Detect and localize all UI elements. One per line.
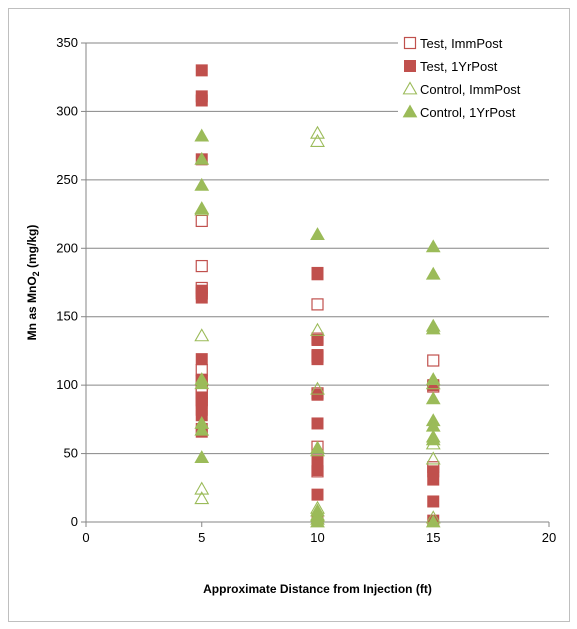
legend-marker xyxy=(404,60,416,72)
data-point xyxy=(195,353,208,366)
legend-item: Control, ImmPost xyxy=(402,81,521,97)
data-point xyxy=(194,128,210,142)
y-tick-label: 150 xyxy=(56,309,78,324)
y-tick-label: 50 xyxy=(64,446,78,461)
legend-label: Control, 1YrPost xyxy=(420,105,516,120)
y-tick-label: 0 xyxy=(71,514,78,529)
data-point xyxy=(195,64,208,77)
data-point xyxy=(194,177,210,191)
data-point xyxy=(425,514,441,528)
legend-label: Test, ImmPost xyxy=(420,36,503,51)
data-point xyxy=(425,372,441,386)
legend-marker xyxy=(402,104,418,118)
legend-label: Test, 1YrPost xyxy=(420,59,498,74)
series-3 xyxy=(194,128,441,528)
data-point xyxy=(194,201,210,214)
data-point xyxy=(427,495,440,508)
y-tick-label: 200 xyxy=(56,240,78,255)
gridlines xyxy=(86,42,549,455)
y-axis-title: Mn as MnO2 (mg/kg) xyxy=(25,225,41,341)
data-point xyxy=(310,514,325,528)
y-axis-title-subscript: 2 xyxy=(31,271,41,276)
data-point xyxy=(194,450,210,464)
x-tick-labels: 0 5 10 15 20 xyxy=(82,530,556,545)
data-point xyxy=(425,321,441,335)
data-points xyxy=(194,64,441,528)
y-axis-title-tail: (mg/kg) xyxy=(25,225,39,272)
data-point xyxy=(425,266,441,280)
data-point xyxy=(195,291,208,304)
data-point xyxy=(195,259,208,273)
data-point xyxy=(194,481,210,495)
legend-background xyxy=(398,31,549,127)
data-point xyxy=(425,451,441,465)
data-point xyxy=(194,491,210,505)
data-point xyxy=(195,94,208,107)
data-point xyxy=(310,381,325,395)
legend-label: Control, ImmPost xyxy=(420,82,521,97)
data-point xyxy=(311,268,324,281)
legend-item: Test, ImmPost xyxy=(403,36,503,51)
x-tick-label: 5 xyxy=(198,530,205,545)
data-point xyxy=(427,473,440,486)
data-point xyxy=(195,214,208,228)
y-tick-label: 100 xyxy=(56,377,78,392)
data-point xyxy=(311,417,324,430)
legend-marker xyxy=(402,81,418,95)
data-point xyxy=(310,440,325,454)
data-point xyxy=(425,239,441,253)
data-point xyxy=(310,125,325,139)
data-point xyxy=(311,333,324,346)
data-point xyxy=(311,463,324,476)
data-point xyxy=(427,354,440,367)
data-point xyxy=(194,328,210,342)
x-tick-label: 15 xyxy=(426,530,440,545)
y-tick-labels: 0 50 100 150 200 250 300 350 xyxy=(56,35,78,529)
data-point xyxy=(194,151,210,165)
x-tick-label: 10 xyxy=(310,530,324,545)
chart-svg: 0 50 100 150 200 250 300 350 0 5 10 15 20 Approxima… xyxy=(25,31,556,596)
x-tick-label: 0 xyxy=(82,530,89,545)
data-point xyxy=(425,432,441,446)
y-tick-label: 300 xyxy=(56,103,78,118)
data-point xyxy=(311,388,324,401)
data-point xyxy=(194,376,210,390)
x-axis-title: Approximate Distance from Injection (ft) xyxy=(203,582,432,596)
data-point xyxy=(311,353,324,366)
data-point xyxy=(310,322,325,336)
y-tick-label: 250 xyxy=(56,172,78,187)
data-point xyxy=(194,422,210,436)
data-point xyxy=(310,227,325,240)
legend: Test, ImmPost Test, 1YrPost Control, ImmPo… xyxy=(398,31,549,127)
data-point xyxy=(311,298,324,311)
legend-item: Test, 1YrPost xyxy=(404,59,498,74)
y-tick-label: 350 xyxy=(56,35,78,50)
data-point xyxy=(311,488,324,501)
data-point xyxy=(310,133,325,147)
legend-item: Control, 1YrPost xyxy=(402,104,516,120)
series-0 xyxy=(195,214,440,478)
data-point xyxy=(425,391,441,405)
chart-frame: 0 50 100 150 200 250 300 350 0 5 10 15 20 Approxima… xyxy=(8,8,570,622)
x-tick-label: 20 xyxy=(542,530,556,545)
y-axis-title-main: Mn as MnO xyxy=(25,276,39,340)
legend-marker xyxy=(403,36,417,50)
